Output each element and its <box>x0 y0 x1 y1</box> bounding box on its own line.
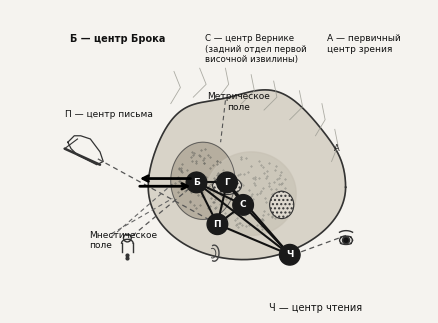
Text: А — первичный
центр зрения: А — первичный центр зрения <box>327 35 400 54</box>
Text: Б — центр Брока: Б — центр Брока <box>70 34 166 44</box>
Circle shape <box>343 237 350 244</box>
Text: Г: Г <box>224 178 230 187</box>
Text: Б: Б <box>193 178 200 187</box>
Text: С — центр Вернике
(задний отдел первой
височной извилины): С — центр Вернике (задний отдел первой в… <box>205 35 306 64</box>
Circle shape <box>344 238 348 242</box>
Circle shape <box>279 245 300 265</box>
Text: Мнестическое
поле: Мнестическое поле <box>89 231 157 250</box>
Text: П: П <box>214 220 221 229</box>
Polygon shape <box>206 152 296 235</box>
Circle shape <box>217 172 237 193</box>
Text: Метрическое
поле: Метрическое поле <box>207 92 270 112</box>
Text: А: А <box>333 144 339 153</box>
Text: П — центр письма: П — центр письма <box>65 110 152 120</box>
Text: Ч — центр чтения: Ч — центр чтения <box>269 303 362 313</box>
Text: Ч: Ч <box>286 250 293 259</box>
Circle shape <box>207 214 228 234</box>
Circle shape <box>186 172 207 193</box>
Text: С: С <box>240 200 247 209</box>
Ellipse shape <box>270 191 294 219</box>
Polygon shape <box>148 90 346 260</box>
Circle shape <box>233 195 254 215</box>
Polygon shape <box>171 142 235 219</box>
Ellipse shape <box>212 177 241 194</box>
